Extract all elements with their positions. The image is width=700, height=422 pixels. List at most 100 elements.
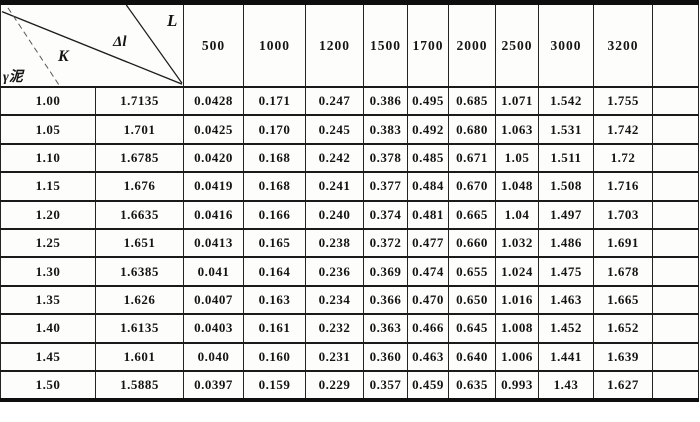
cell-value: 1.452 [538,313,594,344]
cell-value: 0.650 [448,284,496,316]
column-header-3000: 3000 [538,1,594,88]
column-header-1000: 1000 [243,1,306,88]
cell-value: 1.04 [495,199,539,230]
cell-empty [652,369,699,402]
cell-gamma: 1.10 [0,142,96,174]
cell-value: 0.168 [243,142,306,174]
cell-gamma: 1.50 [0,369,96,402]
cell-value: 1.05 [495,142,539,174]
cell-value: 1.691 [593,227,653,259]
cell-gamma: 1.45 [0,341,96,372]
cell-value: 0.993 [495,369,539,402]
cell-gamma: 1.25 [0,227,96,259]
cell-empty [652,313,699,344]
cell-value: 0.680 [448,114,496,145]
cell-value: 0.377 [363,171,408,202]
table-row-1.00: 1.00 1.7135 0.0428 0.171 0.247 0.386 0.495 0.68… [0,85,699,117]
cell-value: 0.165 [243,227,306,259]
cell-value: 1.071 [495,85,539,117]
table-row-1.25: 1.25 1.651 0.0413 0.165 0.238 0.372 0.477 0.660… [0,227,699,259]
cell-value: 0.240 [305,199,364,230]
cell-empty [652,256,699,287]
cell-k: 1.6785 [95,142,184,174]
cell-gamma: 1.30 [0,256,96,287]
column-header-2500: 2500 [495,1,539,88]
cell-value: 1.032 [495,227,539,259]
cell-value: 0.245 [305,114,364,145]
table-row-1.40: 1.40 1.6135 0.0403 0.161 0.232 0.363 0.466 0.64… [0,313,699,344]
cell-value: 0.357 [363,369,408,402]
cell-value: 0.0403 [183,313,244,344]
cell-value: 1.639 [593,341,653,372]
cell-value: 0.040 [183,341,244,372]
cell-gamma: 1.35 [0,284,96,316]
cell-gamma: 1.20 [0,199,96,230]
cell-value: 0.168 [243,171,306,202]
cell-value: 0.0413 [183,227,244,259]
column-header-empty [652,1,699,88]
cell-empty [652,85,699,117]
cell-gamma: 1.00 [0,85,96,117]
cell-value: 0.241 [305,171,364,202]
cell-value: 0.635 [448,369,496,402]
cell-value: 0.655 [448,256,496,287]
cell-value: 0.0416 [183,199,244,230]
cell-empty [652,227,699,259]
cell-value: 0.159 [243,369,306,402]
cell-value: 0.495 [407,85,449,117]
cell-k: 1.6635 [95,199,184,230]
cell-value: 1.475 [538,256,594,287]
cell-value: 0.0407 [183,284,244,316]
table-row-1.20: 1.20 1.6635 0.0416 0.166 0.240 0.374 0.481 0.66… [0,199,699,230]
column-header-1200: 1200 [305,1,364,88]
cell-value: 1.063 [495,114,539,145]
cell-value: 0.360 [363,341,408,372]
cell-value: 0.378 [363,142,408,174]
cell-value: 0.640 [448,341,496,372]
cell-value: 0.171 [243,85,306,117]
cell-value: 1.508 [538,171,594,202]
cell-value: 1.652 [593,313,653,344]
cell-value: 1.006 [495,341,539,372]
column-header-1500: 1500 [363,1,408,88]
cell-k: 1.6135 [95,313,184,344]
cell-value: 1.665 [593,284,653,316]
cell-value: 0.459 [407,369,449,402]
cell-value: 0.485 [407,142,449,174]
corner-label-gamma-mud: γ泥 [3,70,23,85]
cell-value: 0.366 [363,284,408,316]
cell-value: 0.164 [243,256,306,287]
cell-value: 0.470 [407,284,449,316]
column-header-1700: 1700 [407,1,449,88]
cell-value: 0.484 [407,171,449,202]
cell-value: 1.024 [495,256,539,287]
cell-value: 1.627 [593,369,653,402]
cell-value: 0.041 [183,256,244,287]
header-row: L Δl K γ泥 500 1000 1200 1500 1700 2000 2500 300… [0,1,699,88]
cell-value: 0.166 [243,199,306,230]
table-row-1.15: 1.15 1.676 0.0419 0.168 0.241 0.377 0.484 0.670… [0,171,699,202]
cell-value: 0.372 [363,227,408,259]
corner-label-L: L [167,11,178,30]
column-header-3200: 3200 [593,1,653,88]
cell-value: 0.242 [305,142,364,174]
table-header: L Δl K γ泥 500 1000 1200 1500 1700 2000 2500 300… [0,1,699,88]
cell-empty [652,142,699,174]
cell-value: 0.229 [305,369,364,402]
cell-value: 0.670 [448,171,496,202]
corner-header-cell: L Δl K γ泥 [0,1,184,88]
cell-value: 0.0420 [183,142,244,174]
cell-value: 0.161 [243,313,306,344]
cell-value: 0.369 [363,256,408,287]
table-row-1.30: 1.30 1.6385 0.041 0.164 0.236 0.369 0.474 0.655… [0,256,699,287]
cell-value: 0.232 [305,313,364,344]
cell-empty [652,199,699,230]
cell-value: 0.0425 [183,114,244,145]
cell-gamma: 1.40 [0,313,96,344]
diagonal-divider-lines [1,5,183,86]
cell-empty [652,171,699,202]
cell-value: 1.742 [593,114,653,145]
cell-value: 1.703 [593,199,653,230]
cell-value: 0.492 [407,114,449,145]
cell-value: 0.481 [407,199,449,230]
